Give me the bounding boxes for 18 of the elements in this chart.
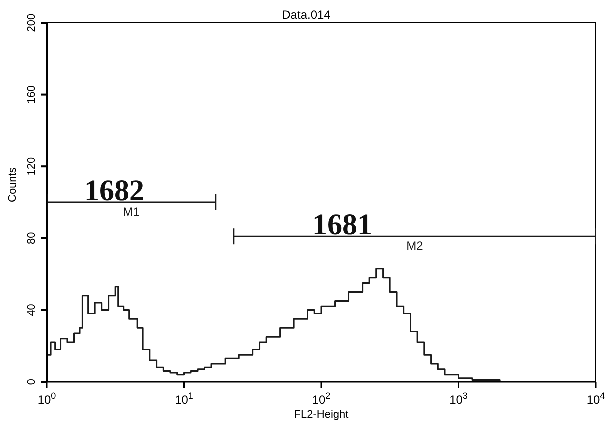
annotation: 1681 xyxy=(312,208,373,242)
series-label: M2 xyxy=(406,239,424,254)
y-tick-label: 40 xyxy=(26,304,38,316)
x-axis-title: FL2-Height xyxy=(294,409,349,421)
y-axis-title: Counts xyxy=(6,167,19,202)
series-label: M1 xyxy=(123,205,140,220)
y-tick-label: 0 xyxy=(26,378,38,386)
x-tick-label: 10$^{4}$ xyxy=(586,391,605,407)
x-tick-label: 10$^{0}$ xyxy=(38,391,56,407)
x-tick-label: 10$^{3}$ xyxy=(450,391,468,407)
x-tick-label: 10$^{1}$ xyxy=(175,391,194,407)
chart-title: Data.014 xyxy=(282,8,331,22)
x-tick-label: 10$^{2}$ xyxy=(312,391,331,407)
annotation: 1682 xyxy=(84,174,145,208)
y-tick-label: 80 xyxy=(26,232,38,245)
y-tick-label: 120 xyxy=(26,157,38,176)
y-tick-label: 200 xyxy=(26,14,38,32)
y-tick-label: 160 xyxy=(26,86,38,104)
